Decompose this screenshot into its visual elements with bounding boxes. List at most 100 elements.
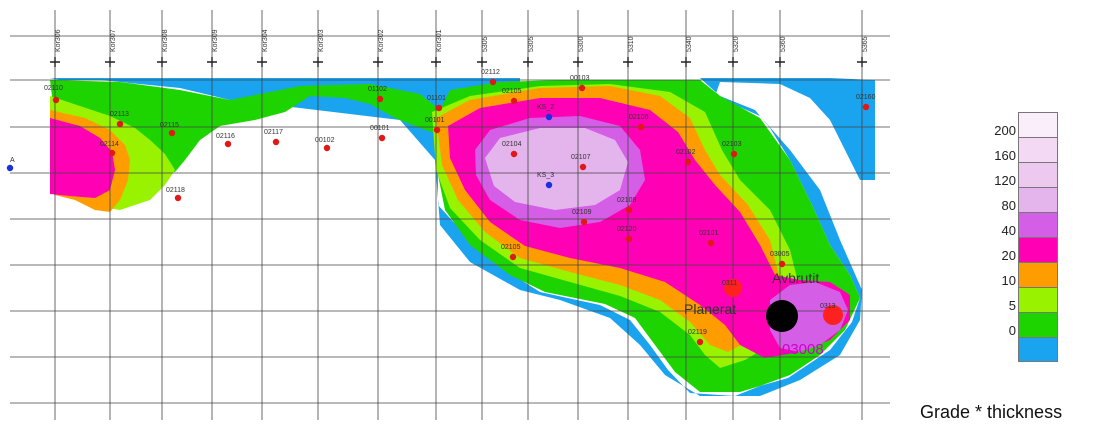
drillhole-marker: [579, 163, 587, 171]
drillhole-marker: [625, 235, 633, 243]
drillhole-label: 02160: [856, 94, 876, 101]
legend-title: Grade * thickness: [920, 402, 1063, 422]
drillhole-label: A: [10, 157, 15, 164]
contour-map: Kor306 Kor307 Kor308 Kor309 Kor304 Kor30…: [6, 10, 890, 420]
aborted-hole-marker: [724, 279, 742, 297]
drillhole-label: KS_3: [537, 172, 554, 179]
legend-swatch: [1018, 137, 1058, 162]
drillhole-label: 01102: [368, 86, 387, 93]
tick-label: 5305: [528, 36, 535, 52]
drillhole-label: 02112: [481, 69, 500, 76]
legend-swatch: [1018, 112, 1058, 137]
drillhole-label: 02103: [722, 141, 742, 148]
drillhole-marker: [637, 123, 645, 131]
drillhole-marker: [168, 129, 176, 137]
tick-label: 5320: [733, 36, 740, 52]
drillhole-marker: [224, 140, 232, 148]
drillhole-marker: [116, 120, 124, 128]
contour-band-120: [485, 128, 628, 210]
tick-label: Kor309: [212, 29, 219, 52]
drillhole-label: 02119: [688, 329, 707, 336]
drillhole-marker: [580, 218, 588, 226]
legend-swatch: [1018, 187, 1058, 212]
contour-band-0: [50, 78, 875, 396]
drillhole-marker: [6, 164, 14, 172]
legend-label: 40: [1001, 223, 1016, 238]
legend-label: 80: [1001, 198, 1016, 213]
drillhole-label: 02102: [676, 149, 696, 156]
small-red-label-2: 0313: [820, 303, 836, 310]
drillhole-label: 00101: [370, 125, 390, 132]
legend-swatches: [1018, 112, 1060, 362]
legend-swatch: [1018, 337, 1058, 362]
tick-label: 5300: [578, 36, 585, 52]
legend-label: 120: [994, 173, 1016, 188]
legend-label: 20: [1001, 248, 1016, 263]
legend-swatch: [1018, 287, 1058, 312]
drillhole-label: 03005: [770, 251, 790, 258]
drillhole-marker: [778, 260, 786, 268]
legend-label: 160: [994, 148, 1016, 163]
drillhole-label: 02113: [110, 111, 129, 118]
tick-label: Kor307: [110, 29, 117, 52]
tick-markers: [50, 57, 867, 67]
legend-swatch: [1018, 162, 1058, 187]
avbrutit-label: Avbrutit: [772, 270, 819, 286]
hole-03008-label: 03008: [782, 341, 824, 358]
legend-labels: 200 160 120 80 40 20 10 5 0: [960, 124, 1016, 349]
drillhole-label: 02101: [699, 230, 719, 237]
legend-label: 10: [1001, 273, 1016, 288]
tick-labels: Kor306 Kor307 Kor308 Kor309 Kor304 Kor30…: [55, 29, 869, 52]
drillhole-label: 02104: [502, 141, 522, 148]
legend-label: 5: [1008, 298, 1016, 313]
drillhole-marker: [545, 113, 553, 121]
drillhole-label: 02109: [572, 209, 592, 216]
tick-label: Kor301: [436, 29, 443, 52]
tick-label: Kor302: [378, 29, 385, 52]
planned-hole-marker: [766, 300, 798, 332]
drillhole-marker: [625, 206, 633, 214]
drillhole-marker: [174, 194, 182, 202]
legend-label: 200: [994, 123, 1016, 138]
drillhole-marker: [510, 150, 518, 158]
drillhole-label: KS_2: [537, 104, 554, 111]
drillhole-label: 02105: [502, 88, 522, 95]
drillhole-label: 02114: [100, 141, 119, 148]
drillhole-label: 02110: [44, 85, 63, 92]
drillhole-marker: [433, 126, 441, 134]
legend-swatch: [1018, 262, 1058, 287]
drillhole-label: 02107: [571, 154, 591, 161]
drillhole-label: 02117: [264, 129, 283, 136]
tick-label: 5360: [780, 36, 787, 52]
tick-label: 5310: [628, 36, 635, 52]
drillhole-marker: [435, 104, 443, 112]
tick-label: Kor308: [162, 29, 169, 52]
drillhole-marker: [272, 138, 280, 146]
drillhole-marker: [323, 144, 331, 152]
drillhole-marker: [696, 338, 704, 346]
legend-label: 0: [1008, 323, 1016, 338]
drillhole-label: 02106: [629, 114, 649, 121]
drillhole-label: 01101: [427, 95, 446, 102]
drillhole-marker: [510, 97, 518, 105]
drillhole-marker: [730, 150, 738, 158]
contour-map-svg: Kor306 Kor307 Kor308 Kor309 Kor304 Kor30…: [6, 10, 890, 420]
tick-label: 5305: [482, 36, 489, 52]
drillhole-label: 02116: [216, 133, 235, 140]
tick-label: Kor306: [55, 29, 62, 52]
tick-label: 5340: [686, 36, 693, 52]
drillhole-marker: [378, 134, 386, 142]
drillhole-label: 02118: [166, 187, 185, 194]
contour-band-80b: [770, 282, 848, 352]
grid-lines: [10, 35, 890, 404]
drillhole-marker: [108, 149, 116, 157]
drillhole-marker: [509, 253, 517, 261]
drillhole-marker: [862, 103, 870, 111]
drillhole-label: 00103: [570, 75, 590, 82]
drillhole-marker: [545, 181, 553, 189]
drillhole-label: 00101: [425, 117, 445, 124]
grid-verticals: [54, 10, 863, 420]
drillhole-marker: [52, 96, 60, 104]
tick-label: Kor303: [318, 29, 325, 52]
drillhole-label: 02108: [617, 197, 637, 204]
